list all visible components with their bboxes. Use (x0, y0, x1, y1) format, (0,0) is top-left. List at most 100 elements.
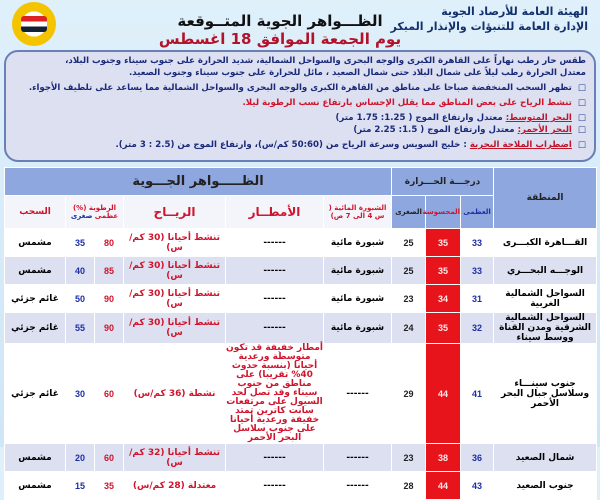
fog-cell: ------ (323, 443, 393, 472)
rain-cell: ------ (225, 312, 325, 344)
bullet-winds: تنشط الرياح على بعض المناطق مما يقلل الإ… (14, 97, 586, 109)
table-row: السواحل الشمالية الغربية 31 34 23 شبورة مائي… (3, 284, 598, 313)
table-row: جنوب الصعيد 43 44 28 ------ ------ معتدلة (28 … (3, 471, 598, 500)
table-row: القـــاهرة الكبـــرى 33 35 25 شبورة مائية ---… (3, 228, 598, 257)
felt-temp-cell: 35 (425, 228, 462, 257)
table-row: شمال الصعيد 36 38 23 ------ ------ تنشط أحيانا… (3, 443, 598, 472)
rain-cell: ------ (225, 228, 325, 257)
humidity-max-cell: 80 (94, 228, 125, 257)
max-temp-cell: 36 (460, 443, 495, 472)
min-temp-cell: 25 (391, 256, 427, 285)
region-cell: السواحل الشمالية الشرقية ومدن القناة ووس… (493, 312, 598, 344)
wind-cell: نشطة (36 كم/س) (123, 343, 227, 444)
fog-cell: شبورة مائية (323, 228, 393, 257)
felt-temp-cell: 34 (425, 284, 462, 313)
fog-cell: شبورة مائية (323, 284, 393, 313)
region-cell: جنوب سينـــاء وسلاسل جبال البحر الأحمر (493, 343, 598, 444)
max-temp-cell: 41 (460, 343, 495, 444)
bullet-clouds: تظهر السحب المنخفضة صباحا على مناطق من ا… (14, 82, 586, 94)
clouds-cell: مشمس (3, 228, 67, 257)
table-row: الوجـــه البحـــري 33 35 25 شبورة مائية -----… (3, 256, 598, 285)
felt-temp-cell: 35 (425, 256, 462, 285)
rain-cell: ------ (225, 256, 325, 285)
summary-line1: طقس حار رطب نهاراً على القاهرة الكبرى وا… (65, 56, 586, 66)
wind-cell: تنشط أحيانا (32 كم/س) (123, 443, 227, 472)
rain-cell: ------ (225, 284, 325, 313)
header-felt: المحسوسة (423, 195, 462, 229)
bullet-red-sea: البحر الأحمر: معتدل وارتفاع الموج ( 1.5:… (14, 124, 586, 136)
summary-line2: معتدل الحرارة رطب ليلاً على شمال البلاد … (128, 68, 586, 78)
min-temp-cell: 23 (391, 284, 427, 313)
max-temp-cell: 32 (460, 312, 495, 344)
humidity-max-cell: 60 (94, 343, 125, 444)
wind-cell: معتدلة (28 كم/س) (123, 471, 227, 500)
min-temp-cell: 23 (391, 443, 427, 472)
humidity-min-cell: 30 (65, 343, 96, 444)
max-temp-cell: 33 (460, 228, 495, 257)
header-region: المنطقة (493, 167, 598, 229)
wind-cell: تنشط أحيانا (30 كم/س) (123, 312, 227, 344)
header-phenomena: الظـــــواهر الجـــوية (3, 167, 393, 196)
fog-cell: شبورة مائية (323, 312, 393, 344)
bullet-med-sea: البحر المتوسط: معتدل وارتفاع الموج ( 1.2… (14, 112, 586, 124)
header-fog: الشبورة المائية ( س 4 الى 7 ص) (323, 195, 393, 229)
clouds-cell: غائم جزئي (3, 284, 67, 313)
humidity-min-cell: 40 (65, 256, 96, 285)
min-temp-cell: 28 (391, 471, 427, 500)
region-cell: السواحل الشمالية الغربية (493, 284, 598, 313)
humidity-min-cell: 55 (65, 312, 96, 344)
humidity-max-cell: 90 (94, 312, 125, 344)
header-humidity: الرطوبة (%) عظمى صغرى (65, 195, 125, 229)
header-max: العظمى (460, 195, 495, 229)
org-line2: الإدارة العامة للتنبؤات والإنذار المبكر (390, 20, 588, 33)
felt-temp-cell: 38 (425, 443, 462, 472)
wind-cell: تنشط أحيانا (30 كم/س) (123, 284, 227, 313)
humidity-min-cell: 20 (65, 443, 96, 472)
min-temp-cell: 24 (391, 312, 427, 344)
wind-cell: تنشط أحيانا (30 كم/س) (123, 256, 227, 285)
humidity-min-cell: 50 (65, 284, 96, 313)
felt-temp-cell: 44 (425, 471, 462, 500)
org-line1: الهيئة العامة للأرصاد الجوية (441, 5, 588, 18)
clouds-cell: غائم جزئي (3, 312, 67, 344)
humidity-max-cell: 85 (94, 256, 125, 285)
summary-box: طقس حار رطب نهاراً على القاهرة الكبرى وا… (4, 50, 596, 162)
page-title: الظـــواهر الجوية المتــوقعة (177, 12, 383, 30)
clouds-cell: مشمس (3, 443, 67, 472)
forecast-table: المنطقة درجـــة الحـــرارة الظـــــواهر … (3, 167, 598, 500)
region-cell: القـــاهرة الكبـــرى (493, 228, 598, 257)
region-cell: الوجـــه البحـــري (493, 256, 598, 285)
max-temp-cell: 43 (460, 471, 495, 500)
header-min: الصغرى (391, 195, 427, 229)
table-row: جنوب سينـــاء وسلاسل جبال البحر الأحمر 41… (3, 343, 598, 444)
region-cell: جنوب الصعيد (493, 471, 598, 500)
fog-cell: شبورة مائية (323, 256, 393, 285)
header-clouds: السحب (3, 195, 67, 229)
humidity-max-cell: 60 (94, 443, 125, 472)
table-row: السواحل الشمالية الشرقية ومدن القناة ووس… (3, 312, 598, 344)
bullet-marine: اضطراب الملاحة البحرية : خليج السويس وسر… (14, 139, 586, 151)
wind-cell: تنشط أحيانا (30 كم/س) (123, 228, 227, 257)
humidity-max-cell: 35 (94, 471, 125, 500)
organization-name: الهيئة العامة للأرصاد الجوية الإدارة الع… (391, 4, 588, 34)
max-temp-cell: 31 (460, 284, 495, 313)
min-temp-cell: 29 (391, 343, 427, 444)
felt-temp-cell: 44 (425, 343, 462, 444)
humidity-min-cell: 15 (65, 471, 96, 500)
humidity-min-cell: 35 (65, 228, 96, 257)
emblem-logo (12, 2, 56, 46)
felt-temp-cell: 35 (425, 312, 462, 344)
fog-cell: ------ (323, 471, 393, 500)
clouds-cell: غائم جزئي (3, 343, 67, 444)
rain-cell: ------ (225, 471, 325, 500)
max-temp-cell: 33 (460, 256, 495, 285)
fog-cell: ------ (323, 343, 393, 444)
humidity-max-cell: 90 (94, 284, 125, 313)
rain-cell: أمطار خفيفة قد تكون متوسطة ورعدية أحيانا… (225, 343, 325, 444)
header-temperature: درجـــة الحـــرارة (391, 167, 495, 196)
header-wind: الريــاح (123, 195, 227, 229)
clouds-cell: مشمس (3, 471, 67, 500)
header-rain: الأمطــار (225, 195, 325, 229)
clouds-cell: مشمس (3, 256, 67, 285)
min-temp-cell: 25 (391, 228, 427, 257)
